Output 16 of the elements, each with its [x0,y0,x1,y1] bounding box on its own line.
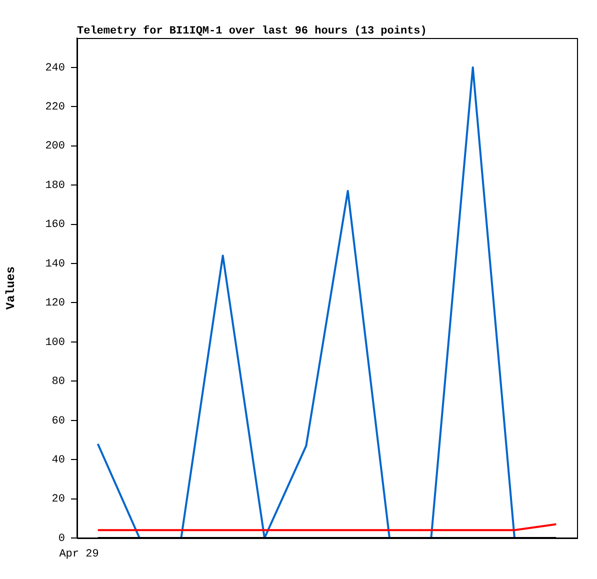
y-tick-label: 220 [45,102,65,114]
y-tick-label: 60 [52,415,65,428]
y-tick-label: 80 [52,376,65,388]
y-tick-label: 140 [45,258,65,270]
y-tick-label: 160 [45,219,65,232]
y-tick-label: 200 [45,140,65,153]
y-tick-label: 0 [58,532,65,545]
y-tick-label: 40 [52,454,65,466]
y-axis-title: Values [4,266,18,310]
y-tick-label: 240 [45,62,65,74]
chart-title: Telemetry for BI1IQM-1 over last 96 hours (13 points) [77,24,427,38]
y-tick-label: 100 [45,336,65,349]
text: Apr 29 [59,548,99,560]
y-tick-label: 20 [52,494,65,506]
y-tick-label: 180 [45,180,65,192]
y-tick-label: 120 [45,298,65,310]
